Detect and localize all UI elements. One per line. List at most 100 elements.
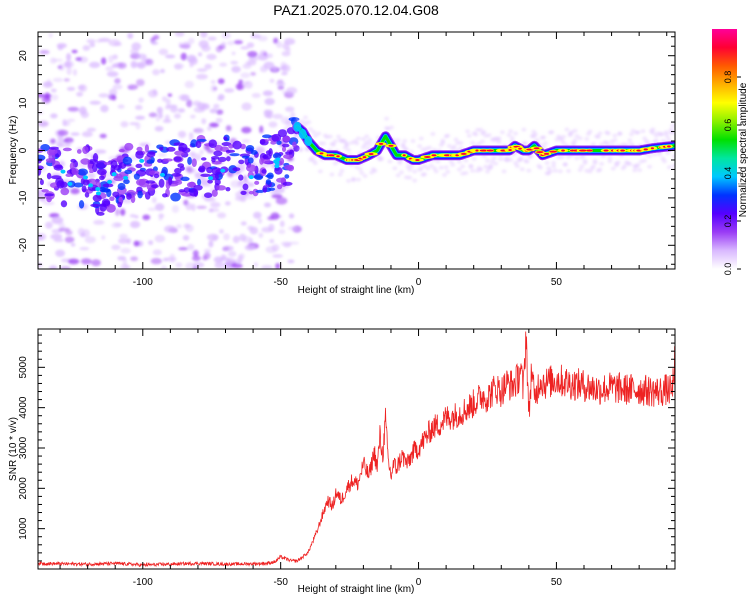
- spectrogram-noise-cell: [146, 152, 156, 158]
- spectrogram-noise-cell: [147, 89, 158, 98]
- spectrogram-halo-cell: [564, 127, 570, 132]
- spectrogram-noise-cell: [246, 182, 255, 187]
- spectrogram-noise-cell: [266, 172, 274, 180]
- spectrogram-noise-cell: [273, 37, 279, 44]
- spectrogram-noise-cell: [240, 190, 247, 195]
- spectrogram-noise-cell: [287, 226, 296, 231]
- spectrogram-halo-cell: [346, 178, 352, 183]
- spectrogram-noise-cell: [153, 34, 160, 40]
- spectrogram-noise-cell: [44, 193, 55, 197]
- spectrogram-noise-cell: [211, 189, 218, 197]
- spectrogram-noise-cell: [276, 184, 283, 190]
- spectrogram-hot-cell: [319, 152, 324, 155]
- spectrogram-noise-cell: [192, 266, 199, 269]
- spectrogram-noise-cell: [48, 146, 59, 150]
- spectrogram-noise-cell: [101, 235, 106, 240]
- spectrogram-halo-cell: [306, 120, 312, 125]
- spectrogram-noise-cell: [189, 114, 196, 119]
- spectrogram-noise-cell: [187, 243, 195, 251]
- spectrogram-noise-cell: [130, 52, 141, 60]
- spectrogram-noise-cell: [262, 185, 268, 193]
- spectrogram-noise-cell: [133, 173, 140, 180]
- spectrogram-hot-cell: [486, 149, 494, 152]
- spectrogram-hot-cell: [378, 142, 384, 145]
- spectrogram-halo-cell: [532, 132, 538, 137]
- spectrogram-noise-cell: [186, 165, 193, 174]
- spectrogram-y-tick-label: 20: [18, 50, 29, 62]
- spectrogram-noise-cell: [181, 147, 191, 153]
- spectrogram-halo-cell: [665, 135, 671, 140]
- spectrogram-noise-cell: [158, 48, 169, 56]
- spectrogram-halo-cell: [496, 136, 502, 141]
- spectrogram-noise-cell: [158, 217, 163, 221]
- spectrogram-noise-cell: [96, 160, 107, 169]
- spectrogram-hot-cell: [96, 191, 102, 196]
- spectrogram-halo-cell: [574, 156, 580, 161]
- spectrogram-halo-cell: [327, 134, 333, 139]
- spectrogram-noise-cell: [60, 187, 70, 196]
- spectrogram-noise-cell: [115, 173, 123, 179]
- spectrogram-noise-cell: [174, 150, 185, 156]
- spectrogram-noise-cell: [66, 118, 76, 122]
- spectrogram-hot-cell: [650, 147, 654, 150]
- spectrogram-noise-cell: [145, 180, 156, 184]
- spectrogram-noise-cell: [67, 258, 80, 265]
- spectrogram-hot-cell: [543, 152, 550, 155]
- spectrogram-noise-cell: [99, 203, 107, 212]
- spectrogram-noise-cell: [135, 150, 144, 159]
- spectrogram-noise-cell: [135, 163, 143, 169]
- spectrogram-noise-cell: [82, 145, 89, 155]
- spectrogram-noise-cell: [214, 261, 225, 269]
- spectrogram-hot-cell: [388, 144, 394, 147]
- spectrogram-noise-cell: [63, 60, 75, 69]
- spectrogram-noise-cell: [198, 40, 209, 49]
- spectrogram-noise-cell: [55, 249, 66, 257]
- spectrogram-halo-cell: [572, 128, 578, 133]
- spectrogram-noise-cell: [206, 53, 217, 60]
- spectrogram-y-tick-label: 0: [18, 147, 29, 153]
- spectrogram-halo-cell: [499, 130, 505, 135]
- spectrogram-noise-cell: [144, 144, 150, 153]
- spectrogram-halo-cell: [367, 138, 373, 143]
- spectrogram-noise-cell: [130, 195, 136, 204]
- spectrogram-noise-cell: [162, 119, 172, 123]
- spectrogram-noise-cell: [91, 259, 101, 267]
- spectrogram-noise-cell: [188, 37, 195, 45]
- spectrogram-noise-cell: [117, 104, 125, 109]
- spectrogram-halo-cell: [561, 134, 567, 139]
- spectrogram-noise-cell: [263, 61, 275, 70]
- spectrogram-noise-cell: [93, 219, 105, 225]
- spectrogram-noise-cell: [82, 179, 90, 186]
- spectrogram-hot-cell: [443, 154, 451, 157]
- spectrogram-noise-cell: [106, 188, 112, 198]
- spectrogram-noise-cell: [126, 237, 132, 244]
- spectrogram-halo-cell: [627, 138, 633, 143]
- spectrogram-halo-cell: [590, 142, 596, 147]
- spectrogram-halo-cell: [480, 139, 486, 144]
- spectrogram-noise-cell: [55, 140, 63, 148]
- spectrogram-noise-cell: [194, 172, 200, 177]
- spectrogram-noise-cell: [94, 149, 107, 154]
- spectrogram-noise-cell: [76, 149, 82, 154]
- spectrogram-halo-cell: [587, 129, 593, 134]
- spectrogram-halo-cell: [635, 162, 641, 167]
- spectrogram-halo-cell: [316, 131, 322, 136]
- spectrogram-hot-cell: [368, 152, 374, 155]
- spectrogram-halo-cell: [410, 139, 416, 144]
- spectrogram-halo-cell: [584, 136, 590, 141]
- spectrogram-noise-cell: [56, 180, 65, 189]
- spectrogram-noise-cell: [240, 72, 251, 79]
- spectrogram-noise-cell: [219, 62, 228, 67]
- spectrogram-noise-cell: [98, 93, 109, 98]
- spectrogram-noise-cell: [240, 46, 250, 50]
- spectrogram-noise-cell: [124, 142, 134, 151]
- spectrogram-noise-cell: [242, 63, 252, 69]
- spectrogram-noise-cell: [137, 61, 146, 69]
- spectrogram-noise-cell: [250, 72, 256, 76]
- spectrogram-noise-cell: [249, 226, 259, 235]
- spectrogram-noise-cell: [240, 81, 250, 85]
- spectrogram-hot-cell: [479, 149, 488, 152]
- spectrogram-halo-cell: [470, 168, 476, 173]
- spectrogram-noise-cell: [223, 233, 230, 241]
- spectrogram-halo-cell: [597, 131, 603, 136]
